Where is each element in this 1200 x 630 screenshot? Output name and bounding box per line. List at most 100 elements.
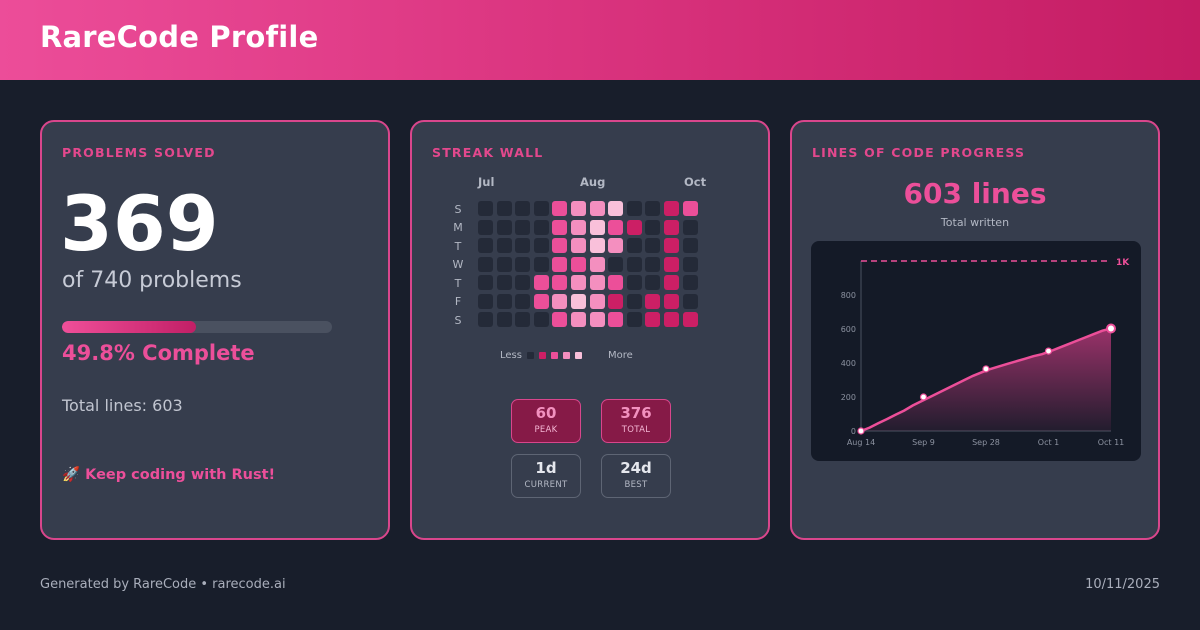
streak-cell xyxy=(608,312,624,327)
streak-cell xyxy=(552,256,568,272)
loc-total-caption: Total written xyxy=(940,216,1010,229)
streak-cell xyxy=(571,256,586,272)
streak-cell xyxy=(626,275,642,290)
stat-total-label: TOTAL xyxy=(621,425,651,435)
streak-cell xyxy=(552,275,568,290)
streak-cell xyxy=(533,293,549,309)
streak-cell xyxy=(608,238,624,253)
streak-cell xyxy=(608,275,624,290)
streak-cell xyxy=(608,219,624,235)
weekday-label: T xyxy=(454,240,462,253)
stat-best-label: BEST xyxy=(624,480,648,490)
legend-swatch xyxy=(539,352,546,359)
streak-cell xyxy=(682,201,698,216)
streak-cell xyxy=(478,219,493,235)
loc-data-point xyxy=(1044,347,1053,355)
y-tick-label: 400 xyxy=(841,359,856,368)
streak-wall-card: STREAK WALL Jul Aug Oct S M T W T F S Le… xyxy=(410,120,770,540)
streak-cell xyxy=(478,238,493,253)
problems-solved-card: PROBLEMS SOLVED 369 of 740 problems 49.8… xyxy=(40,120,390,540)
month-label: Oct xyxy=(684,175,707,189)
streak-cell xyxy=(608,256,624,272)
streak-cell xyxy=(533,238,549,253)
stat-peak-value: 60 xyxy=(535,404,557,422)
streak-cell xyxy=(682,312,698,327)
streak-cell xyxy=(682,238,698,253)
streak-cell xyxy=(533,219,549,235)
footer-date: 10/11/2025 xyxy=(1085,577,1160,592)
streak-cell xyxy=(552,201,568,216)
loc-data-point xyxy=(857,427,865,435)
x-tick-label: Sep 9 xyxy=(912,438,935,447)
streak-cell xyxy=(664,201,679,216)
loc-card-title: LINES OF CODE PROGRESS xyxy=(812,145,1026,160)
streak-cell xyxy=(664,293,679,309)
streak-cell xyxy=(515,275,531,290)
footer-credit: Generated by RareCode • rarecode.ai xyxy=(40,577,286,592)
streak-cell xyxy=(589,256,605,272)
loc-data-point xyxy=(1106,323,1116,334)
page-title: RareCode Profile xyxy=(40,20,319,54)
streak-cell xyxy=(682,256,698,272)
streak-cell xyxy=(645,312,661,327)
weekday-label: T xyxy=(454,277,462,290)
streak-cell xyxy=(478,312,493,327)
streak-cell xyxy=(478,256,493,272)
streak-cell xyxy=(496,256,512,272)
streak-cell xyxy=(478,201,493,216)
progress-bar-fill xyxy=(62,321,197,333)
streak-cell xyxy=(533,312,549,327)
loc-chart-panel: 0 200 400 600 800 1K Aug 14 Sep 9 Sep 28 Oct 1 Oct… xyxy=(811,241,1141,461)
streak-cell xyxy=(645,201,661,216)
streak-cell xyxy=(626,201,642,216)
stat-best: 24d BEST xyxy=(601,454,671,498)
problems-total-label: of 740 problems xyxy=(62,268,242,293)
loc-line-chart: 0 200 400 600 800 1K Aug 14 Sep 9 Sep 28 Oct 1 Oct… xyxy=(841,258,1131,447)
streak-cell xyxy=(626,293,642,309)
streak-cell xyxy=(533,275,549,290)
y-tick-label: 200 xyxy=(841,393,856,402)
y-tick-label: 0 xyxy=(851,427,856,436)
streak-cell xyxy=(664,238,679,253)
streak-cell xyxy=(496,293,512,309)
stat-peak-label: PEAK xyxy=(534,425,558,435)
legend-less-label: Less xyxy=(500,350,522,361)
streak-cell xyxy=(664,219,679,235)
streak-cell xyxy=(515,201,531,216)
streak-cell xyxy=(478,275,493,290)
x-tick-label: Oct 1 xyxy=(1038,438,1059,447)
progress-percent-label: 49.8% Complete xyxy=(62,341,255,365)
streak-cell xyxy=(496,312,512,327)
header-banner: RareCode Profile xyxy=(0,0,1200,80)
streak-cell xyxy=(533,201,549,216)
streak-cell xyxy=(515,293,531,309)
streak-cell xyxy=(533,256,549,272)
streak-cell xyxy=(589,201,605,216)
stat-current: 1d CURRENT xyxy=(511,454,581,498)
keep-coding-message: 🚀 Keep coding with Rust! xyxy=(62,467,276,483)
loc-data-point xyxy=(982,365,990,373)
problems-card-title: PROBLEMS SOLVED xyxy=(62,145,216,160)
stat-total: 376 TOTAL xyxy=(601,399,671,443)
streak-cell xyxy=(515,238,531,253)
problems-solved-count: 369 xyxy=(60,179,219,268)
streak-cell xyxy=(626,219,642,235)
streak-cell xyxy=(645,293,661,309)
streak-cell xyxy=(478,293,493,309)
streak-cell xyxy=(589,219,605,235)
streak-cell xyxy=(496,201,512,216)
streak-cell xyxy=(626,312,642,327)
stat-current-label: CURRENT xyxy=(524,480,568,490)
x-tick-label: Aug 14 xyxy=(847,438,875,447)
weekday-label: W xyxy=(452,258,464,271)
streak-cell xyxy=(589,293,605,309)
streak-cell xyxy=(589,275,605,290)
streak-cell xyxy=(496,275,512,290)
streak-cell xyxy=(608,201,624,216)
streak-cell xyxy=(645,238,661,253)
x-tick-label: Sep 28 xyxy=(972,438,1000,447)
streak-cell xyxy=(571,201,586,216)
streak-cell xyxy=(552,312,568,327)
streak-cell xyxy=(682,293,698,309)
streak-cell xyxy=(552,219,568,235)
